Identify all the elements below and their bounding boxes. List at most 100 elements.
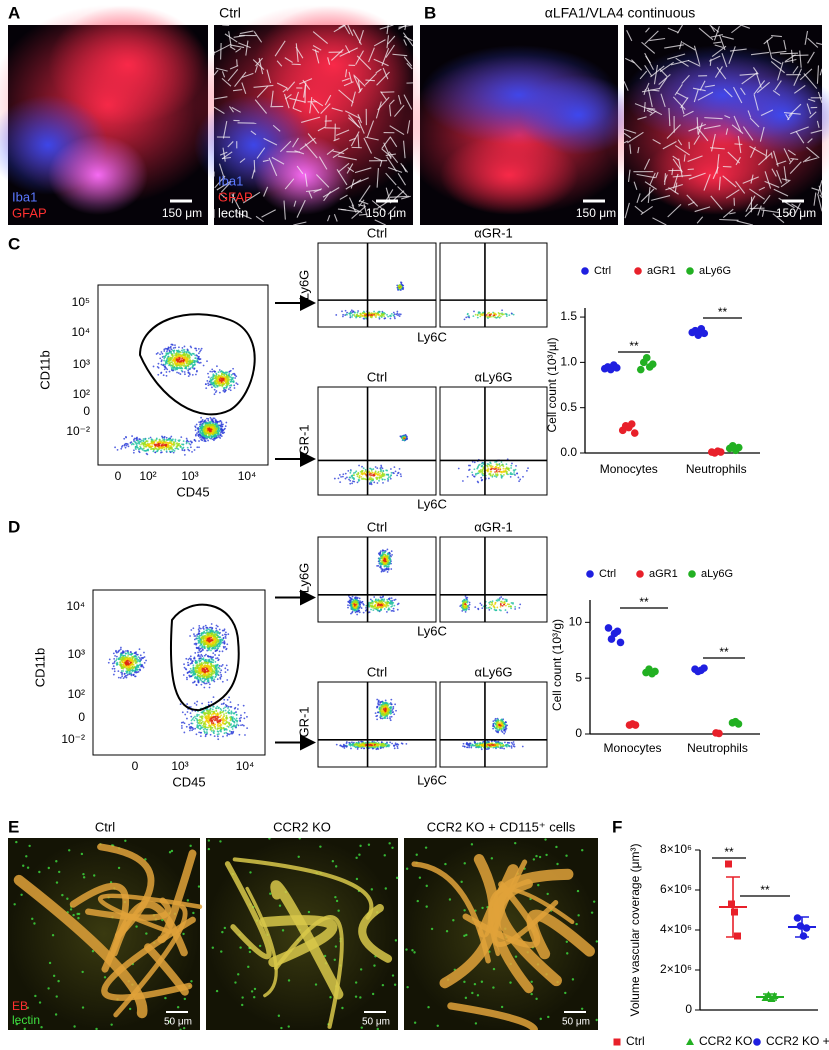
event-dot (230, 723, 232, 725)
event-dot (201, 348, 203, 350)
event-dot (211, 722, 213, 724)
event-dot (120, 664, 122, 666)
event-dot (474, 461, 476, 463)
event-dot (492, 316, 494, 318)
event-dot (198, 348, 200, 350)
event-dot (183, 663, 185, 665)
event-dot (170, 351, 172, 353)
event-dot (220, 429, 222, 431)
event-dot (226, 735, 228, 737)
event-dot (180, 446, 182, 448)
event-dot (121, 675, 123, 677)
axis-label: CD45 (172, 774, 205, 789)
event-dot (231, 374, 233, 376)
axis-label: Ly6C (417, 329, 447, 344)
event-dot (357, 481, 359, 483)
event-dot (194, 635, 196, 637)
event-dot (125, 443, 127, 445)
event-dot (147, 444, 149, 446)
event-dot (135, 442, 137, 444)
event-dot (395, 470, 397, 472)
event-dot (168, 352, 170, 354)
event-dot (387, 316, 389, 318)
event-dot (203, 657, 205, 659)
event-dot (214, 632, 216, 634)
event-dot (230, 370, 232, 372)
event-dot (225, 381, 227, 383)
event-dot (203, 687, 205, 689)
event-dot (113, 674, 115, 676)
event-dot (198, 352, 200, 354)
event-dot (203, 723, 205, 725)
event-dot (183, 440, 185, 442)
event-dot (203, 729, 205, 731)
event-dot (363, 472, 365, 474)
event-dot (204, 647, 206, 649)
event-dot (213, 648, 215, 650)
event-dot (215, 671, 217, 673)
event-dot (192, 718, 194, 720)
y-tick-label: 10³ (68, 647, 85, 661)
event-dot (209, 687, 211, 689)
event-dot (196, 715, 198, 717)
event-dot (475, 314, 477, 316)
event-dot (138, 660, 140, 662)
event-dot (161, 353, 163, 355)
plot-title: Ctrl (367, 225, 387, 240)
event-dot (128, 664, 130, 666)
event-dot (141, 442, 143, 444)
event-dot (201, 645, 203, 647)
event-dot (219, 420, 221, 422)
event-dot (197, 664, 199, 666)
event-dot (131, 675, 133, 677)
event-dot (182, 347, 184, 349)
event-dot (209, 640, 211, 642)
event-dot (203, 631, 205, 633)
event-dot (513, 314, 515, 316)
event-dot (200, 732, 202, 734)
event-dot (390, 468, 392, 470)
event-dot (158, 363, 160, 365)
event-dot (218, 632, 220, 634)
event-dot (202, 670, 204, 672)
event-dot (164, 364, 166, 366)
event-dot (346, 314, 348, 316)
event-dot (201, 658, 203, 660)
event-dot (198, 446, 200, 448)
event-dot (197, 357, 199, 359)
event-dot (218, 722, 220, 724)
event-dot (133, 656, 135, 658)
event-dot (377, 473, 379, 475)
event-dot (339, 481, 341, 483)
event-dot (212, 709, 214, 711)
event-dot (212, 432, 214, 434)
event-dot (126, 664, 128, 666)
label: lectin (218, 205, 248, 220)
vessel (710, 59, 711, 66)
event-dot (145, 446, 147, 448)
event-dot (218, 654, 220, 656)
event-dot (203, 662, 205, 664)
event-dot (217, 631, 219, 633)
event-dot (128, 445, 130, 447)
event-dot (212, 417, 214, 419)
event-dot (121, 446, 123, 448)
plot-title: Ctrl (367, 369, 387, 384)
event-dot (214, 393, 216, 395)
event-dot (166, 371, 168, 373)
event-dot (169, 364, 171, 366)
event-dot (221, 703, 223, 705)
event-dot (215, 638, 217, 640)
event-dot (118, 658, 120, 660)
axis-label: Ly6G (296, 270, 311, 301)
event-dot (212, 430, 214, 432)
event-dot (482, 312, 484, 314)
event-dot (166, 450, 168, 452)
event-dot (181, 727, 183, 729)
event-dot (220, 669, 222, 671)
event-dot (180, 352, 182, 354)
event-dot (120, 677, 122, 679)
event-dot (203, 730, 205, 732)
event-dot (164, 441, 166, 443)
event-dot (494, 471, 496, 473)
